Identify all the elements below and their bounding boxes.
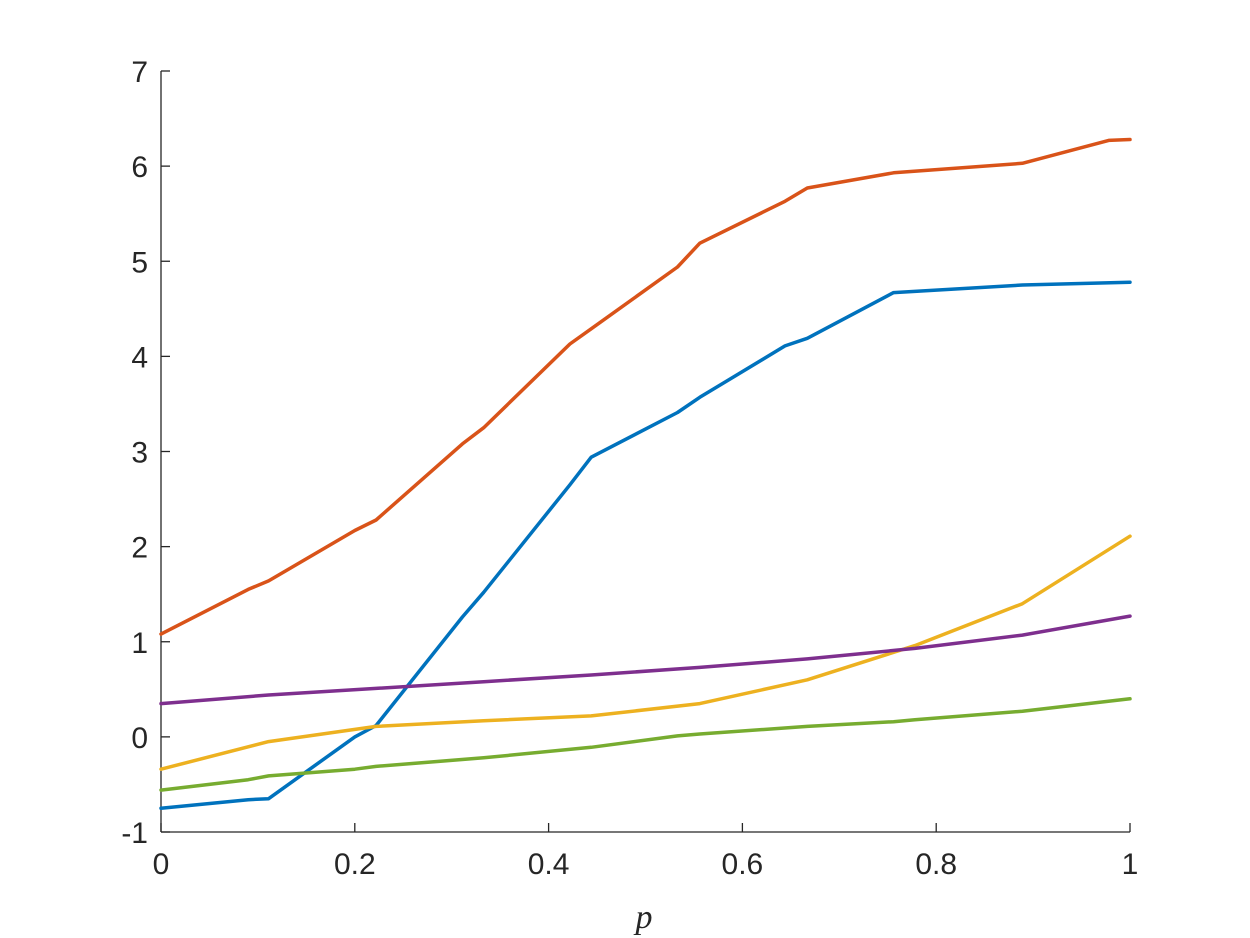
- y-tick-label: -1: [121, 817, 148, 850]
- x-tick-label: 0.2: [334, 848, 376, 881]
- y-tick-label: 6: [131, 151, 148, 184]
- x-tick-label: 0.6: [722, 848, 764, 881]
- y-tick-label: 5: [131, 246, 148, 279]
- series-layer: [159, 137, 1132, 810]
- y-tick-label: 2: [131, 532, 148, 565]
- series-line-1: [159, 137, 1132, 636]
- series-line-5: [159, 697, 1132, 792]
- x-tick-label: 0: [153, 848, 170, 881]
- y-tick-label: 4: [131, 341, 148, 374]
- x-tick-label: 1: [1122, 848, 1139, 881]
- series-line-2: [159, 280, 1132, 810]
- series-line-3: [159, 534, 1132, 771]
- series-line-4: [159, 614, 1132, 706]
- y-tick-label: 1: [131, 627, 148, 660]
- axes: [160, 70, 1131, 833]
- y-tick-label: 3: [131, 437, 148, 470]
- x-tick-label: 0.8: [915, 848, 957, 881]
- y-tick-label: 7: [131, 56, 148, 89]
- x-tick-label: 0.4: [528, 848, 570, 881]
- y-tick-label: 0: [131, 722, 148, 755]
- x-axis-label: p: [634, 899, 653, 936]
